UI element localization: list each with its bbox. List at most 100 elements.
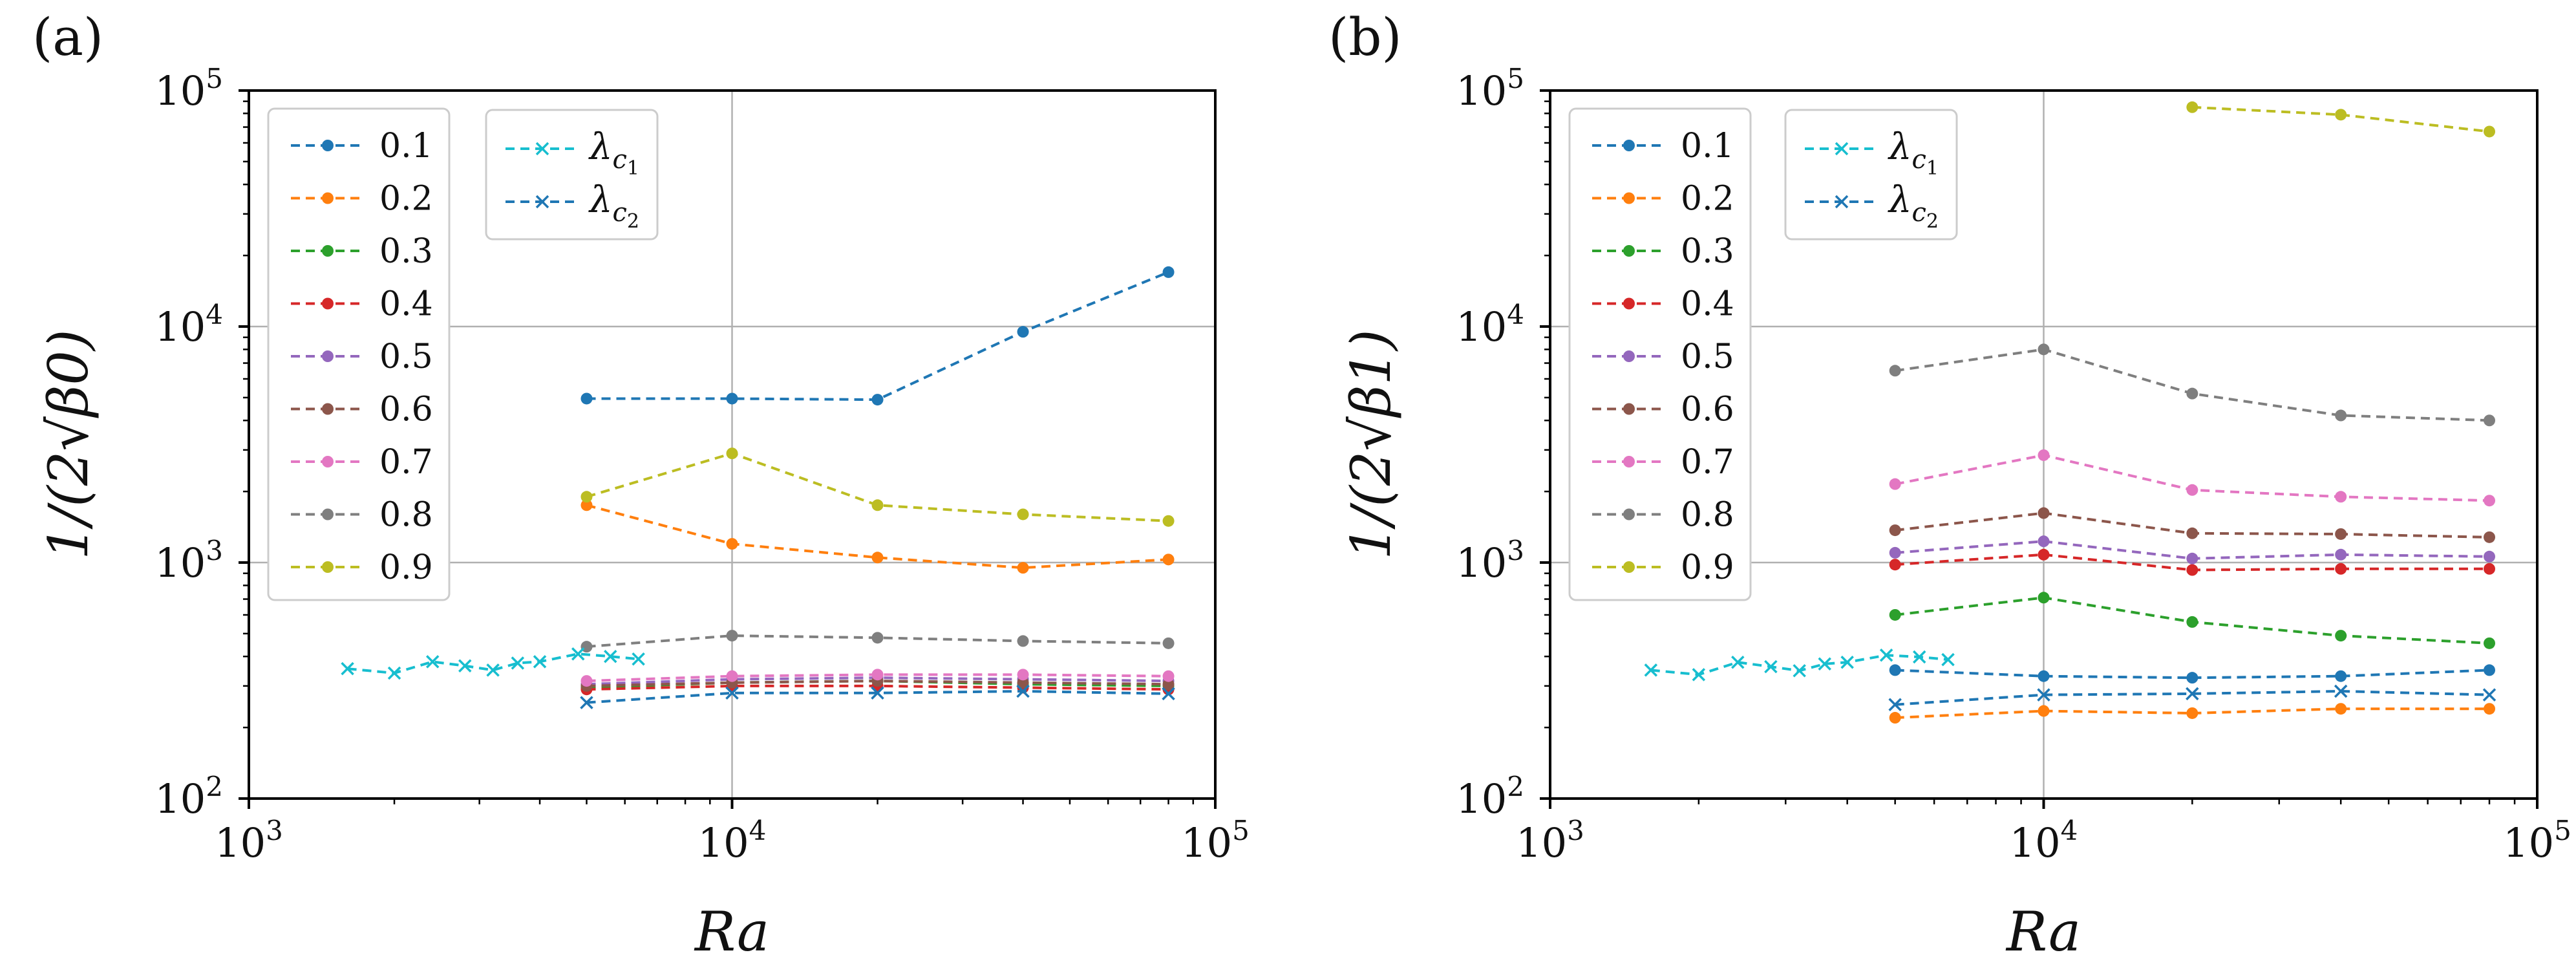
series-line [347, 652, 639, 675]
legend-label: 0.1 [379, 127, 433, 166]
legend-label: λc1 [1888, 126, 1939, 180]
data-point [1941, 652, 1955, 667]
data-point [2484, 531, 2496, 543]
legend-marker [1623, 140, 1635, 151]
data-point [1162, 687, 1175, 701]
legend-label: λc2 [1888, 179, 1939, 233]
legend-marker [1623, 403, 1635, 415]
legend-marker [322, 403, 334, 415]
data-point [1017, 562, 1029, 574]
data-point [2186, 564, 2198, 576]
series-lambda2 [1888, 684, 2496, 711]
legend-frame [1784, 109, 1958, 241]
data-point [2484, 125, 2496, 138]
data-point [2186, 616, 2198, 628]
data-point [2038, 507, 2050, 519]
legend-item: 0.9 [1592, 548, 1734, 587]
data-point [2038, 705, 2050, 717]
legend-marker [1623, 192, 1635, 204]
legend-label: 0.1 [1681, 127, 1734, 166]
legend-marker [322, 508, 334, 521]
x-tick-label: 103 [215, 815, 283, 866]
data-point [1017, 508, 1029, 521]
legend-marker [535, 142, 549, 156]
data-point [1017, 676, 1029, 689]
legend-marker [322, 192, 334, 204]
legend-item: 0.8 [1592, 496, 1734, 535]
legend-marker [322, 456, 334, 467]
data-point [2484, 664, 2496, 676]
legend-main: 0.1 0.2 0.3 0.4 0.5 0.6 0.7 0.8 0.9 [1568, 107, 1752, 601]
legend-label: 0.7 [379, 443, 433, 482]
legend-item: 0.1 [291, 127, 433, 166]
legend-marker [1623, 456, 1635, 467]
data-point [580, 392, 593, 405]
legend-label: 0.3 [379, 232, 433, 271]
data-point [425, 655, 440, 669]
data-point [1162, 637, 1175, 649]
chart-panel-b: 103 104 105102103104105Ra1/(2√β1)(b)0.10.2… [1328, 7, 2571, 963]
data-point [2038, 343, 2050, 356]
series-0.2 [580, 499, 1175, 574]
legend-label: 0.6 [379, 391, 433, 429]
data-point [726, 538, 738, 550]
legend-label: 0.8 [379, 496, 433, 535]
y-tick-label: 104 [1456, 299, 1524, 350]
legend-item: 0.7 [1592, 443, 1734, 482]
data-point [871, 669, 884, 681]
data-point [1889, 559, 1901, 571]
data-point [2335, 563, 2347, 575]
data-point [1889, 608, 1901, 621]
y-tick-label: 102 [1456, 771, 1524, 822]
y-tick-label: 102 [154, 771, 223, 822]
data-point [2037, 688, 2050, 702]
series-line [1895, 669, 2490, 680]
data-point [725, 686, 739, 700]
data-point [1888, 698, 1902, 711]
legend-marker [1835, 142, 1849, 156]
data-point [726, 630, 738, 642]
legend-main: 0.1 0.2 0.3 0.4 0.5 0.6 0.7 0.8 0.9 [267, 107, 451, 601]
x-tick-label: 104 [2010, 815, 2078, 866]
data-point [726, 392, 738, 405]
legend-item: 0.9 [291, 548, 433, 587]
data-point [2335, 670, 2347, 682]
data-point [2335, 528, 2347, 540]
legend-item: λc2 [506, 179, 639, 233]
legend-item: 0.8 [291, 496, 433, 535]
series-0.8 [580, 630, 1175, 653]
data-point [2484, 703, 2496, 715]
legend-item: 0.2 [1592, 180, 1734, 219]
data-point [2038, 592, 2050, 604]
x-tick-label: 105 [2503, 815, 2571, 866]
data-point [1889, 365, 1901, 377]
data-point [486, 663, 500, 677]
legend-item: 0.1 [1592, 127, 1734, 166]
data-point [1818, 657, 1831, 671]
y-axis-label: 1/(2√β0) [37, 329, 100, 559]
legend-marker [1835, 195, 1849, 209]
data-point [1162, 670, 1175, 682]
data-point [2038, 449, 2050, 461]
data-point [458, 659, 472, 672]
data-point [1889, 664, 1901, 676]
series-lambda1 [1644, 649, 1955, 682]
data-point [2335, 548, 2347, 561]
legend-item: 0.4 [1592, 285, 1734, 324]
y-tick-label: 103 [1456, 535, 1524, 586]
data-point [726, 670, 738, 682]
data-point [2038, 548, 2050, 561]
legend-marker [322, 245, 334, 257]
legend-label: 0.7 [1681, 443, 1734, 482]
legend-marker [535, 195, 549, 209]
data-point [2186, 707, 2198, 719]
series-lambda1 [341, 647, 645, 680]
legend-item: λc1 [506, 126, 639, 180]
legend-marker [1623, 350, 1635, 362]
data-point [604, 650, 617, 663]
panel-label: (b) [1328, 7, 1402, 67]
data-point [2186, 387, 2198, 400]
legend-marker [1623, 245, 1635, 257]
